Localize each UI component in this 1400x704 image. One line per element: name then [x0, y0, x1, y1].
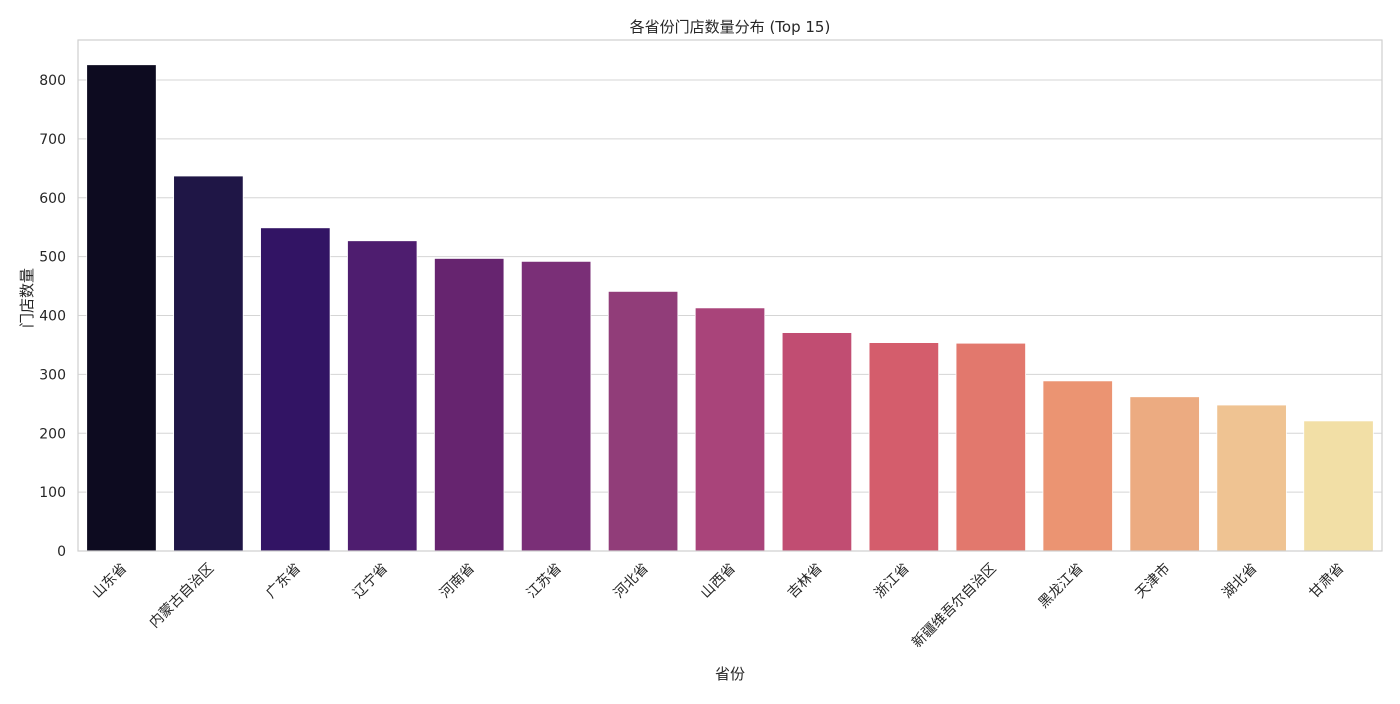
- y-tick-label: 600: [39, 191, 66, 207]
- x-tick-label: 浙江省: [872, 561, 913, 602]
- bar-3: [260, 227, 331, 552]
- bar-2: [173, 175, 244, 552]
- y-tick-label: 200: [39, 426, 66, 442]
- bars: [86, 64, 1374, 552]
- bar-13: [1129, 396, 1200, 552]
- bar-9: [781, 332, 853, 552]
- y-axis-label: 门店数量: [18, 268, 36, 328]
- x-tick-label: 甘肃省: [1306, 561, 1347, 602]
- x-tick-label: 湖北省: [1219, 561, 1260, 602]
- x-axis-label: 省份: [715, 665, 745, 683]
- bar-4: [347, 240, 418, 552]
- x-tick-label: 广东省: [263, 561, 304, 602]
- bar-7: [607, 290, 679, 552]
- bar-1: [86, 64, 157, 552]
- y-axis-ticks: 0 100 200 300 400 500 600 700 800: [39, 73, 66, 560]
- chart-title: 各省份门店数量分布 (Top 15): [630, 18, 831, 36]
- x-tick-label: 山西省: [698, 561, 739, 602]
- y-tick-label: 400: [39, 309, 66, 325]
- y-tick-label: 500: [39, 250, 66, 266]
- bar-12: [1042, 380, 1113, 552]
- y-tick-label: 0: [57, 544, 66, 560]
- bar-10: [868, 342, 940, 552]
- bar-11: [955, 342, 1026, 552]
- x-tick-label: 吉林省: [785, 561, 826, 602]
- bar-6: [520, 260, 592, 552]
- bar-14: [1216, 404, 1287, 552]
- y-tick-label: 800: [39, 73, 66, 89]
- y-tick-label: 700: [39, 132, 66, 148]
- x-tick-label: 河北省: [611, 561, 652, 602]
- x-tick-label: 黑龙江省: [1036, 561, 1087, 612]
- bar-5: [434, 258, 505, 552]
- x-tick-label: 江苏省: [524, 561, 565, 602]
- x-tick-label: 山东省: [89, 561, 130, 602]
- x-tick-label: 辽宁省: [349, 560, 391, 602]
- bar-8: [694, 307, 766, 552]
- y-tick-label: 300: [39, 367, 66, 383]
- y-tick-label: 100: [39, 485, 66, 501]
- x-axis-ticks: 山东省 内蒙古自治区 广东省 辽宁省 河南省 江苏省 河北省 山西省 吉林省 浙江省新疆维吾尔自治…: [89, 560, 1347, 651]
- x-tick-label: 内蒙古自治区: [147, 561, 218, 632]
- bar-15: [1303, 420, 1374, 552]
- x-tick-label: 河南省: [437, 561, 478, 602]
- x-tick-label: 新疆维吾尔自治区: [909, 561, 1000, 652]
- x-tick-label: 天津市: [1132, 560, 1174, 602]
- plot-frame: [77, 39, 1383, 552]
